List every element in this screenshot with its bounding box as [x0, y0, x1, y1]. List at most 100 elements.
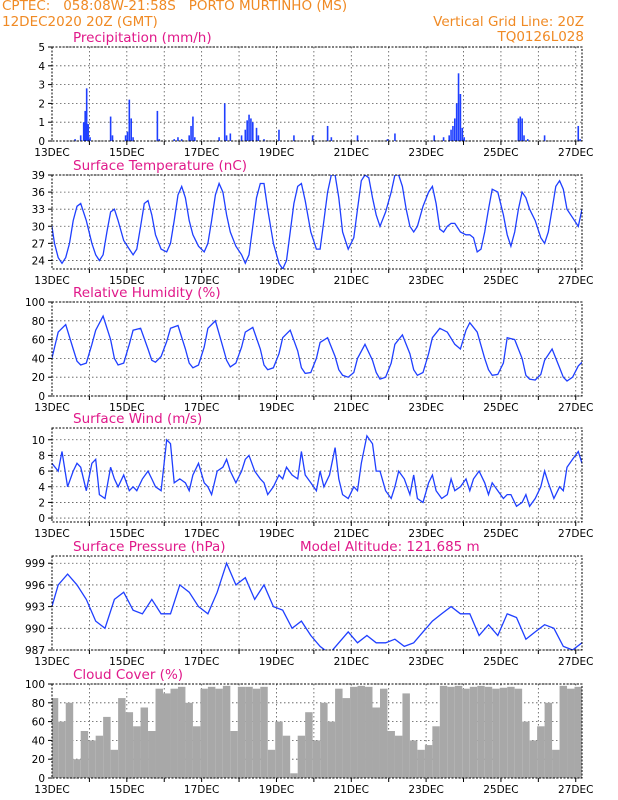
cloud-bar [439, 685, 448, 778]
cloud-bar [222, 685, 231, 778]
cloud-bar [282, 735, 291, 778]
precip-bar [126, 131, 129, 141]
x-tick-label: 15DEC [109, 402, 144, 414]
cloud-bar [118, 698, 126, 778]
panel-title: Precipitation (mm/h) [73, 30, 212, 46]
precip-bar [156, 110, 159, 141]
cloud-bar [567, 688, 575, 778]
cloud-bar [88, 740, 96, 778]
cloud-bar [432, 726, 440, 778]
precip-bar [526, 139, 529, 141]
y-tick-label: 36 [32, 187, 46, 199]
x-tick-label: 19DEC [259, 402, 294, 414]
plot-frame [51, 555, 583, 651]
cloud-bar [365, 686, 373, 778]
y-tick-label: 999 [25, 558, 45, 570]
x-tick-label: 27DEC [558, 275, 593, 287]
precip-bar [463, 137, 465, 141]
series-line [52, 434, 582, 508]
series-1 [74, 73, 581, 141]
series-2 [52, 175, 582, 269]
cloud-bar [522, 721, 530, 778]
plot-frame [51, 46, 583, 142]
y-tick-label: 996 [25, 580, 45, 592]
cloud-bar [305, 712, 313, 778]
cloud-bar [499, 687, 508, 778]
cloud-bar [447, 686, 455, 778]
precip-bar [452, 125, 454, 141]
cloud-bar [574, 686, 582, 778]
cloud-bar [200, 688, 208, 778]
x-tick-label: 23DEC [408, 402, 443, 414]
x-tick-label: 23DEC [408, 656, 443, 668]
cloud-bar [58, 721, 66, 778]
series-line [52, 314, 582, 382]
precip-bar [128, 99, 131, 141]
series-6 [52, 685, 582, 778]
y-tick-label: 30 [32, 221, 45, 233]
y-tick-label: 100 [25, 679, 45, 691]
y-tick-label: 0 [38, 773, 45, 785]
precip-bar [79, 135, 82, 141]
x-tick-label: 13DEC [34, 402, 69, 414]
y-tick-label: 0 [38, 513, 45, 525]
panel-title: Relative Humidity (%) [73, 285, 221, 301]
header-datetime: 12DEC2020 20Z (GMT) [2, 14, 158, 30]
precip-bar [82, 122, 85, 141]
precip-bar [517, 118, 520, 141]
precip-bar [190, 125, 192, 141]
y-tick-label: 80 [32, 316, 45, 328]
x-tick-label: 17DEC [184, 784, 219, 796]
x-tick-label: 17DEC [184, 275, 219, 287]
series-4 [52, 434, 582, 508]
cloud-bar [357, 685, 366, 778]
precip-bar [177, 137, 179, 141]
cloud-bar [177, 686, 186, 778]
x-tick-label: 27DEC [558, 528, 593, 540]
precip-bar [229, 133, 232, 141]
precip-bar [87, 124, 89, 141]
plot-frame [51, 427, 583, 523]
x-tick-label: 19DEC [259, 275, 294, 287]
cloud-bar [290, 773, 298, 778]
precip-bar [311, 135, 314, 141]
y-tick-label: 20 [32, 372, 45, 384]
panel-title: Surface Pressure (hPa) [73, 539, 226, 555]
x-tick-label: 21DEC [334, 275, 369, 287]
x-tick-label: 25DEC [483, 147, 518, 159]
x-tick-label: 19DEC [259, 528, 294, 540]
precip-bar [188, 135, 190, 141]
x-tick-label: 21DEC [334, 402, 369, 414]
cloud-bar [559, 685, 568, 778]
cloud-bar [52, 698, 59, 778]
chart-panel-5: 987 990 993 996 999 13DEC 15DEC 17DEC 19DEC 21DEC… [25, 539, 594, 668]
x-tick-label: 17DEC [184, 656, 219, 668]
x-tick-label: 15DEC [109, 275, 144, 287]
cloud-bar [379, 688, 388, 778]
precip-bar [225, 135, 228, 141]
cloud-bar [492, 688, 500, 778]
x-tick-label: 15DEC [109, 784, 144, 796]
x-tick-label: 23DEC [408, 528, 443, 540]
cloud-bar [95, 735, 104, 778]
precip-bar [442, 137, 445, 141]
chart-panel-3: 0 20 40 60 80 100 13DEC 15DEC 17DEC 19DEC 21DEC 23D… [25, 285, 594, 414]
precip-bar [450, 129, 452, 141]
y-tick-label: 0 [38, 391, 45, 403]
cloud-bar [237, 686, 246, 778]
cloud-bar [192, 726, 201, 778]
precip-bar [124, 135, 127, 141]
precip-bar [330, 137, 333, 141]
cloud-bar [372, 707, 380, 778]
x-tick-label: 19DEC [259, 656, 294, 668]
y-tick-label: 80 [32, 698, 45, 710]
cloud-bar [148, 731, 156, 778]
precip-bar [577, 125, 580, 141]
precip-bar [356, 135, 359, 141]
cloud-bar [417, 749, 425, 778]
x-tick-label: 25DEC [483, 402, 518, 414]
x-tick-label: 17DEC [184, 402, 219, 414]
cloud-bar [477, 685, 485, 778]
cloud-bar [110, 749, 119, 778]
series-line [52, 175, 582, 269]
